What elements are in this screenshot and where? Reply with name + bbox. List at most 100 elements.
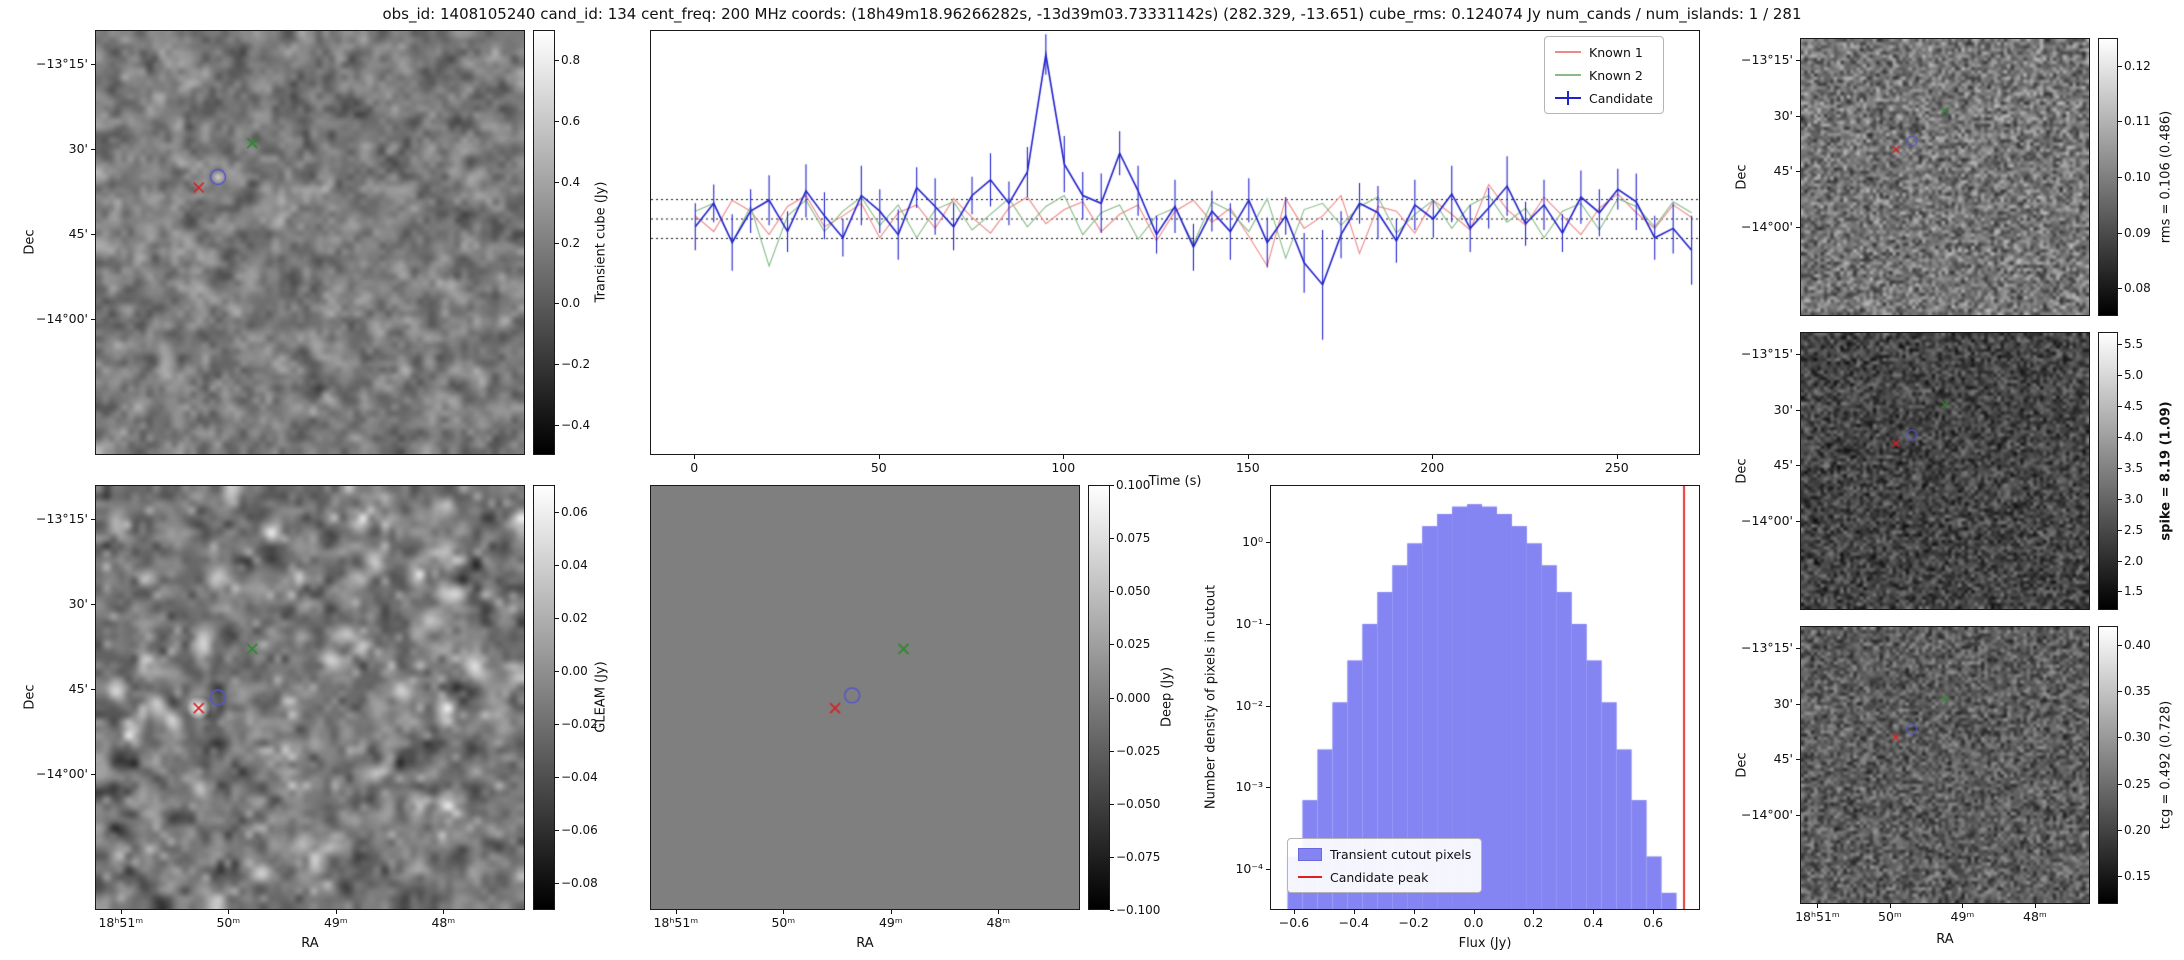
legend-line-swatch — [1555, 45, 1581, 59]
tick-mark — [555, 242, 559, 244]
tick-mark — [1266, 542, 1270, 544]
tick-mark — [1353, 910, 1355, 914]
tcg-image — [1801, 627, 2089, 903]
dec-tick-label: −13°15' — [1741, 51, 1793, 67]
legend-item-known-2: Known 2 — [1555, 65, 1653, 85]
ylabel-histogram: Number density of pixels in cutout — [1203, 584, 1219, 810]
panel-transient-cube — [95, 30, 525, 455]
dec-tick-label: 45' — [68, 680, 88, 696]
lc-xtick-label: 50 — [870, 460, 887, 475]
tick-mark — [1110, 856, 1114, 858]
transient-cube-image — [96, 31, 524, 454]
rms-image — [1801, 39, 2089, 315]
tick-mark — [555, 181, 559, 183]
tick-mark — [2118, 406, 2122, 408]
legend-item-transient-cutout-pixels: Transient cutout pixels — [1298, 844, 1471, 864]
ra-tick-label: 49ᵐ — [878, 915, 903, 930]
ylabel-dec-tcg: Dec — [1734, 752, 1750, 778]
hist-ytick-label: 10⁻¹ — [1235, 615, 1263, 631]
tick-mark — [2118, 288, 2122, 290]
colorbar-tick-label: 0.2 — [561, 235, 581, 250]
colorbar-tick-label: −0.100 — [1116, 903, 1161, 917]
tick-mark — [694, 455, 696, 459]
tick-mark — [1616, 455, 1618, 459]
tick-mark — [1247, 455, 1249, 459]
tick-mark — [1110, 538, 1114, 540]
tick-mark — [228, 910, 230, 914]
tick-mark — [91, 234, 95, 235]
tick-mark — [555, 564, 559, 566]
colorbar-tick-label: 5.0 — [2124, 368, 2144, 383]
lc-xtick-label: 100 — [1051, 460, 1076, 475]
legend-item-candidate: Candidate — [1555, 88, 1653, 108]
tick-mark — [2118, 690, 2122, 692]
tick-mark — [1266, 787, 1270, 789]
panel-spike — [1800, 332, 2090, 610]
panel-deep — [650, 485, 1080, 910]
colorbar-tick-label: −0.04 — [561, 770, 598, 785]
tick-mark — [1796, 354, 1800, 356]
panel-tcg — [1800, 626, 2090, 904]
dec-tick-label: −13°15' — [36, 55, 88, 71]
tick-mark — [2118, 644, 2122, 646]
tick-mark — [91, 149, 95, 150]
legend-label: Known 1 — [1589, 44, 1643, 60]
xlabel-time: Time (s) — [1148, 474, 1202, 489]
colorbar-tick-label: 0.02 — [561, 610, 588, 625]
colorbar-tick-label: 0.100 — [1116, 478, 1151, 492]
ra-tick-label: 48ᵐ — [431, 915, 456, 930]
tick-mark — [555, 363, 559, 365]
tick-mark — [2118, 829, 2122, 831]
tick-mark — [2118, 65, 2122, 67]
histogram-legend: Transient cutout pixels Candidate peak — [1287, 838, 1483, 893]
tick-mark — [878, 455, 880, 459]
legend-label: Candidate — [1589, 90, 1653, 106]
legend-item-candidate-peak: Candidate peak — [1298, 867, 1471, 887]
tick-mark — [91, 604, 95, 605]
xlabel-ra-tcg: RA — [1936, 932, 1954, 947]
colorbar-tick-label: 0.025 — [1116, 637, 1151, 652]
colorbar-label-rms: rms = 0.106 (0.486) — [2158, 110, 2174, 244]
hist-xtick-label: 0.6 — [1643, 915, 1664, 930]
colorbar-label-spike: spike = 8.19 (1.09) — [2158, 401, 2174, 541]
xlabel-ra-deep: RA — [856, 936, 874, 951]
ylabel-dec-gleam: Dec — [22, 684, 38, 710]
deep-image — [651, 486, 1079, 909]
tick-mark — [1110, 485, 1114, 486]
colorbar-tick-label: 4.5 — [2124, 399, 2144, 414]
colorbar-tick-label: 0.25 — [2124, 776, 2151, 791]
ylabel-dec-spike: Dec — [1734, 458, 1750, 484]
tick-mark — [555, 617, 559, 619]
colorbar-tick-label: 1.5 — [2124, 584, 2144, 599]
colorbar-deep — [1088, 485, 1110, 910]
tick-mark — [2118, 529, 2122, 531]
dec-tick-label: −13°15' — [1741, 639, 1793, 655]
tick-mark — [555, 60, 559, 62]
hist-ytick-label: 10⁻³ — [1235, 779, 1263, 795]
tick-mark — [1796, 703, 1800, 705]
xlabel-ra-gleam: RA — [301, 936, 319, 951]
tick-mark — [1110, 591, 1114, 593]
colorbar-tick-label: 0.20 — [2124, 822, 2151, 837]
tick-mark — [1110, 697, 1114, 699]
tick-mark — [1533, 910, 1535, 914]
colorbar-tick-label: −0.4 — [561, 417, 591, 432]
tick-mark — [2118, 737, 2122, 739]
tick-mark — [1063, 455, 1065, 459]
colorbar-tick-label: 0.6 — [561, 114, 581, 129]
tick-mark — [1796, 465, 1800, 467]
colorbar-tick-label: −0.06 — [561, 823, 598, 838]
lc-xtick-label: 250 — [1604, 460, 1629, 475]
hist-ytick-label: 10⁰ — [1242, 533, 1263, 549]
dec-tick-label: −14°00' — [1741, 218, 1793, 234]
colorbar-tick-label: 0.06 — [561, 504, 588, 519]
ra-tick-label: 48ᵐ — [2023, 909, 2047, 924]
colorbar-tick-label: 0.12 — [2124, 58, 2151, 73]
colorbar-tick-label: 2.0 — [2124, 553, 2144, 568]
tick-mark — [1796, 60, 1800, 62]
colorbar-tick-label: 3.5 — [2124, 460, 2144, 475]
tick-mark — [1796, 815, 1800, 817]
legend-label: Transient cutout pixels — [1330, 846, 1472, 862]
colorbar-tick-label: 0.08 — [2124, 281, 2151, 296]
ra-tick-label: 49ᵐ — [323, 915, 348, 930]
